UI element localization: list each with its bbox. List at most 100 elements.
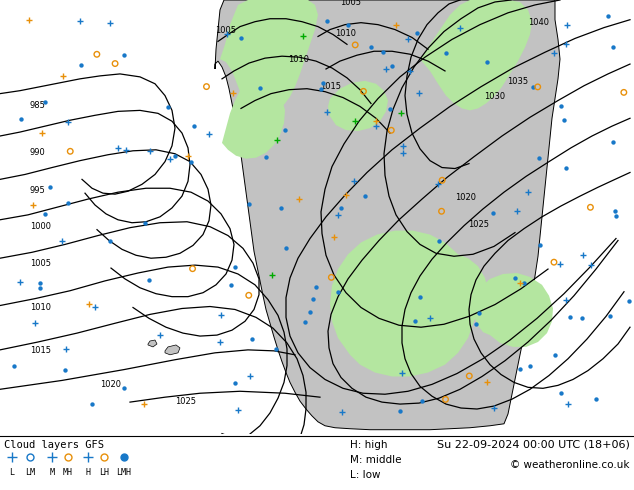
Point [391,21,401,29]
Text: © weatheronline.co.uk: © weatheronline.co.uk [510,460,630,470]
Point [405,67,415,74]
Point [611,212,621,220]
Point [578,251,588,259]
Point [221,30,231,38]
Point [396,407,406,415]
Point [87,400,97,408]
Point [549,49,559,57]
Text: 1005: 1005 [215,25,236,34]
Text: MH: MH [63,468,73,477]
Point [120,147,131,154]
Point [434,238,444,245]
Text: LM: LM [25,468,35,477]
Point [75,17,86,24]
Point [63,199,73,207]
Point [555,102,566,110]
Point [619,89,629,97]
Point [333,289,343,296]
Point [555,389,566,397]
Polygon shape [328,81,388,131]
Point [39,98,49,106]
Point [365,43,375,51]
Point [512,207,522,215]
Point [323,108,333,116]
Point [90,303,100,311]
Text: 990: 990 [30,147,46,157]
Polygon shape [473,273,553,347]
Point [165,155,175,163]
Text: H: H [86,468,91,477]
Point [488,404,498,412]
Point [474,309,484,317]
Point [482,378,493,386]
Text: 1010: 1010 [288,55,309,64]
Point [328,233,339,241]
Point [276,204,286,212]
Point [603,12,613,20]
Text: 1000: 1000 [30,221,51,231]
Point [510,273,521,281]
Point [441,49,451,57]
Text: 1010: 1010 [335,29,356,39]
Text: 1025: 1025 [468,220,489,229]
Point [372,117,382,124]
Point [523,188,533,196]
Point [333,211,344,219]
Point [37,129,47,137]
Point [24,16,34,24]
Point [280,126,290,134]
Point [562,21,572,28]
Point [266,271,276,279]
Point [515,279,525,287]
Text: 1035: 1035 [507,77,528,86]
Point [437,176,447,184]
Point [215,339,225,346]
Point [119,384,129,392]
Point [35,284,45,292]
Point [226,282,236,290]
Point [16,115,26,123]
Polygon shape [330,231,476,376]
Point [387,62,397,70]
Point [381,65,391,73]
Point [297,32,307,40]
Point [311,283,321,291]
Point [294,196,304,203]
Point [322,17,332,25]
Point [45,183,55,191]
Polygon shape [400,252,488,327]
Point [9,362,19,369]
Point [378,48,389,56]
Text: 1015: 1015 [30,346,51,355]
Text: 1020: 1020 [100,380,121,390]
Polygon shape [215,0,560,430]
Point [610,207,620,215]
Point [327,273,337,281]
Point [316,85,326,93]
Point [230,379,240,387]
Point [559,116,569,123]
Point [415,293,425,301]
Point [188,265,198,272]
Point [586,262,596,270]
Point [591,395,601,403]
Point [533,83,543,91]
Point [585,203,595,211]
Point [349,177,359,185]
Point [40,211,50,219]
Point [183,152,193,160]
Point [57,237,67,245]
Text: LMH: LMH [117,468,131,477]
Point [105,20,115,27]
Point [65,147,75,155]
Point [304,308,314,316]
Point [202,83,212,91]
Point [535,242,545,249]
Text: 1040: 1040 [528,18,549,26]
Point [301,318,311,326]
Point [318,79,328,87]
Text: L: L [10,468,15,477]
Point [63,118,73,126]
Point [417,397,427,405]
Point [528,83,538,91]
